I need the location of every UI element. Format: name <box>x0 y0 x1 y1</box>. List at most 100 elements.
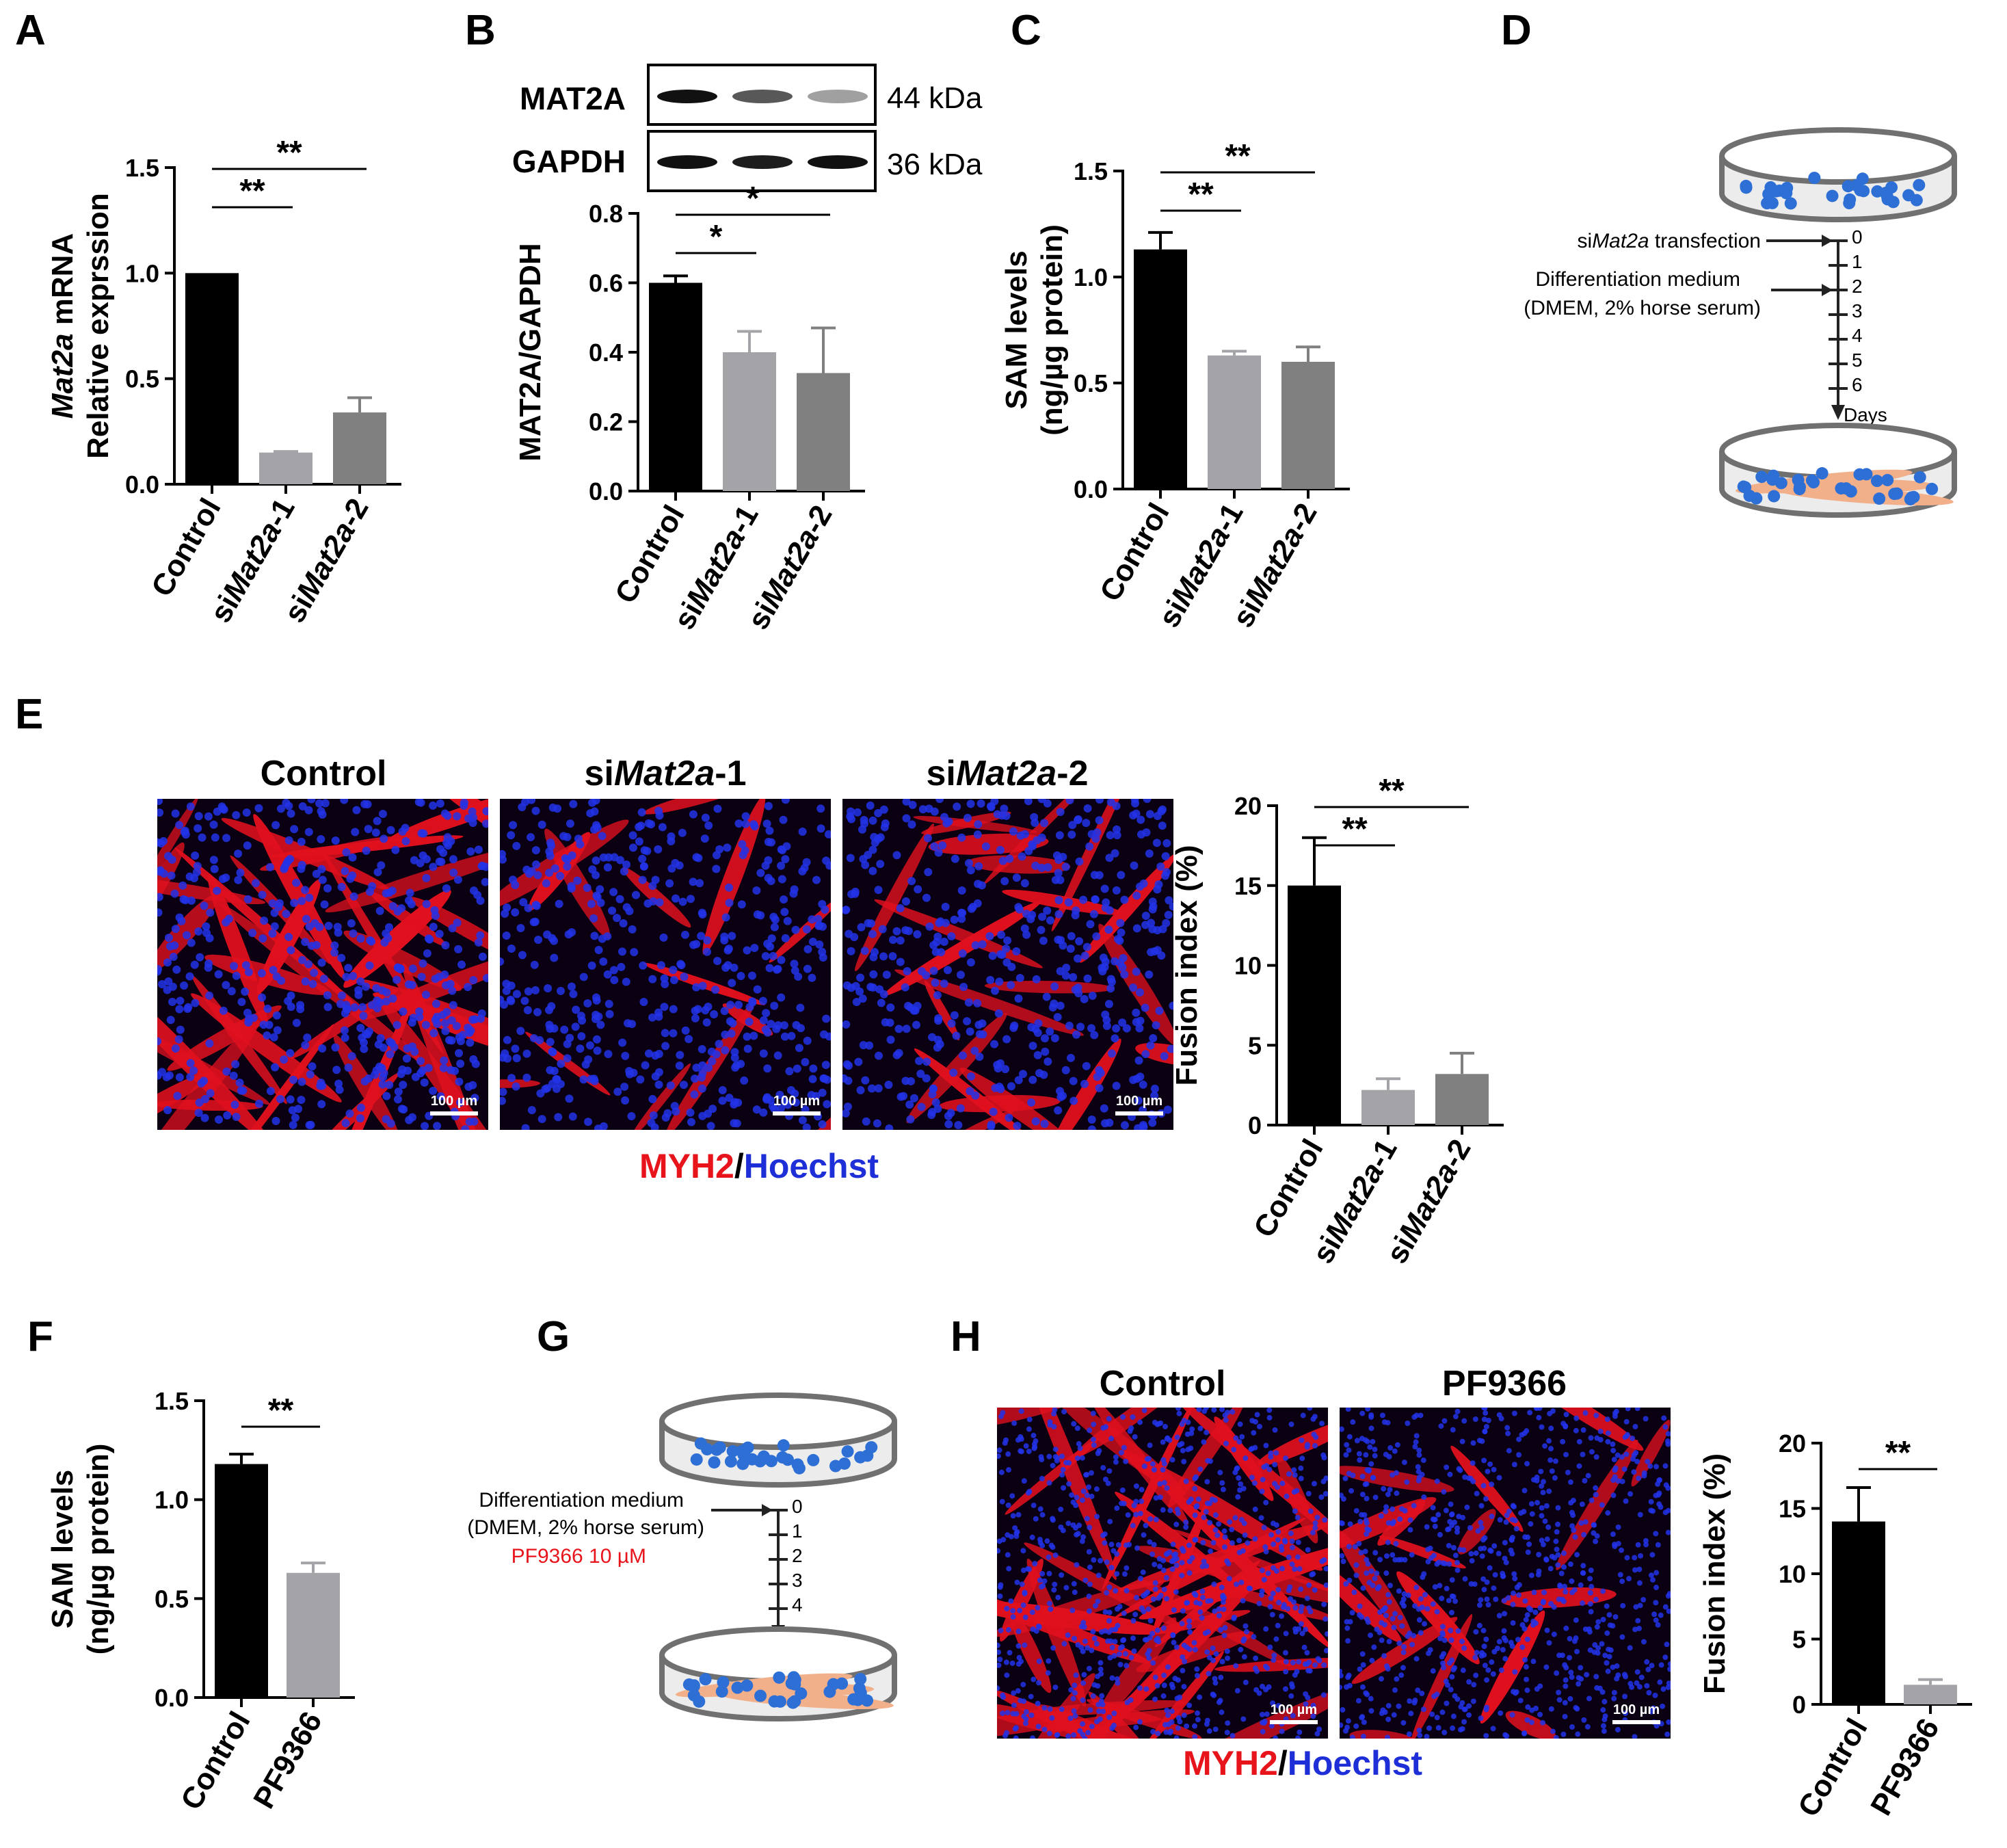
nucleus <box>418 1066 427 1075</box>
nucleus <box>194 1109 203 1118</box>
nucleus <box>1080 1534 1087 1540</box>
nucleus <box>546 839 555 847</box>
nucleus <box>1175 1510 1182 1516</box>
nucleus <box>1186 1542 1192 1548</box>
nucleus <box>644 1049 653 1058</box>
nucleus <box>809 1064 818 1073</box>
nucleus <box>1082 942 1091 951</box>
nucleus <box>209 856 218 864</box>
nucleus <box>994 1009 1003 1018</box>
nucleus <box>401 836 410 845</box>
nucleus <box>1340 1520 1344 1526</box>
nucleus <box>317 864 326 873</box>
nucleus <box>1391 1712 1397 1718</box>
nucleus <box>1149 1461 1156 1467</box>
nucleus <box>1186 1702 1193 1708</box>
nucleus <box>1420 1457 1426 1464</box>
nucleus <box>214 970 223 979</box>
nucleus <box>1095 1083 1104 1092</box>
nucleus <box>571 1022 580 1031</box>
nucleus <box>361 982 370 991</box>
nucleus <box>1219 1709 1225 1715</box>
nucleus <box>973 999 982 1007</box>
nucleus <box>1510 1590 1516 1596</box>
nucleus <box>1359 1715 1365 1721</box>
nucleus <box>957 886 966 895</box>
nucleus <box>1573 1617 1579 1623</box>
nucleus <box>1516 1582 1522 1588</box>
nucleus <box>1179 1559 1185 1566</box>
nucleus <box>1074 1494 1080 1501</box>
nucleus <box>1643 1542 1649 1548</box>
nucleus <box>243 841 252 850</box>
nucleus <box>1343 1581 1349 1587</box>
nucleus <box>466 847 475 856</box>
nucleus <box>1604 1660 1610 1666</box>
nucleus <box>1099 1693 1105 1699</box>
nucleus <box>1517 1698 1524 1704</box>
myotube <box>1095 1617 1177 1724</box>
nucleus <box>1307 1508 1314 1514</box>
nucleus <box>1086 1594 1092 1600</box>
nucleus <box>163 1106 172 1115</box>
nucleus <box>808 973 816 982</box>
bar <box>1281 362 1335 489</box>
nucleus <box>697 932 706 940</box>
nucleus <box>998 951 1007 960</box>
nucleus <box>854 1057 863 1066</box>
nucleus <box>157 808 164 817</box>
nucleus <box>305 1121 314 1130</box>
nucleus <box>1516 1436 1522 1442</box>
y-tick-label: 5 <box>1792 1626 1806 1654</box>
nucleus <box>258 993 267 1002</box>
nucleus <box>1415 1464 1421 1470</box>
nucleus <box>1130 861 1139 870</box>
nucleus <box>686 895 695 903</box>
nucleus <box>1576 1438 1582 1444</box>
nucleus <box>1552 1458 1558 1464</box>
y-tick-label: 5 <box>1248 1031 1262 1059</box>
nucleus <box>1496 1550 1502 1557</box>
nucleus <box>935 799 944 804</box>
nucleus <box>1444 1700 1450 1706</box>
cell <box>699 1673 712 1686</box>
nucleus <box>439 1064 448 1072</box>
nucleus <box>1539 1505 1545 1511</box>
nucleus <box>1449 1593 1455 1599</box>
nucleus <box>1134 1545 1141 1551</box>
nucleus <box>1360 1662 1366 1668</box>
nucleus <box>1134 1124 1143 1130</box>
nucleus <box>157 908 163 917</box>
nucleus <box>185 972 194 981</box>
nucleus <box>1150 1091 1159 1100</box>
nucleus <box>1602 1652 1608 1659</box>
nucleus <box>1086 1548 1092 1555</box>
nucleus <box>1562 1700 1568 1706</box>
nucleus <box>922 1074 931 1083</box>
nucleus <box>1056 875 1065 884</box>
nucleus <box>702 1018 711 1027</box>
nucleus <box>1644 1659 1650 1665</box>
nucleus <box>1074 1425 1080 1431</box>
nucleus <box>1524 1717 1530 1723</box>
nucleus <box>266 1087 275 1096</box>
nucleus <box>1408 1711 1414 1717</box>
nucleus <box>1151 1542 1157 1548</box>
nucleus <box>1031 819 1039 828</box>
nucleus <box>725 899 734 908</box>
nucleus <box>1000 1692 1006 1698</box>
nucleus <box>1170 1685 1176 1691</box>
nucleus <box>1193 1600 1199 1606</box>
nucleus <box>1197 1425 1204 1431</box>
nucleus <box>996 845 1005 854</box>
nucleus <box>1102 1531 1108 1537</box>
nucleus <box>874 808 883 817</box>
scale-bar-label: 100 µm <box>773 1094 820 1109</box>
nucleus <box>1107 1654 1113 1661</box>
nucleus <box>1593 1538 1599 1544</box>
nucleus <box>483 973 488 982</box>
nucleus <box>1145 970 1154 979</box>
nucleus <box>974 880 983 888</box>
nucleus <box>1098 1557 1104 1563</box>
nucleus <box>1152 1419 1158 1425</box>
